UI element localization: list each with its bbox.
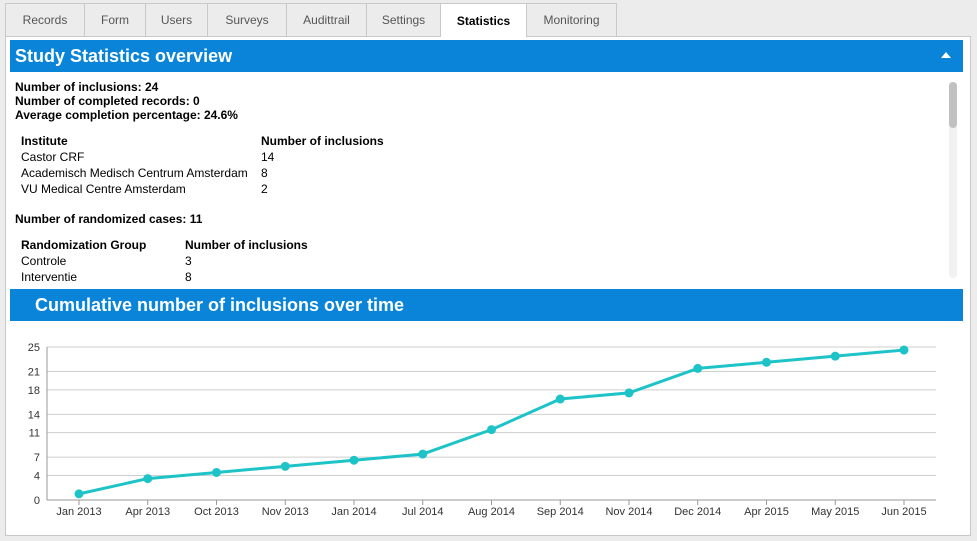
tab-records[interactable]: Records: [5, 3, 85, 36]
x-tick-label: Dec 2014: [674, 506, 721, 518]
average-completion: Average completion percentage: 24.6%: [15, 108, 238, 122]
overview-scrollbar[interactable]: [949, 82, 957, 278]
randomization-group-count: 3: [185, 254, 192, 268]
data-point: [555, 394, 565, 404]
inclusions-chart-area: 0 4 7 11 14 18 21 25 Jan 2013 Apr 2013 Oct 2013 Nov…: [10, 321, 963, 533]
scrollbar-thumb[interactable]: [949, 82, 957, 128]
tab-surveys[interactable]: Surveys: [207, 3, 287, 36]
y-tick-label: 7: [34, 452, 40, 464]
randomization-group-count: 8: [185, 270, 192, 284]
x-tick-label: Nov 2013: [262, 506, 309, 518]
cumulative-inclusions-title: Cumulative number of inclusions over tim…: [35, 294, 405, 315]
y-tick-label: 14: [28, 409, 40, 421]
tab-settings[interactable]: Settings: [366, 3, 441, 36]
x-tick-label: Apr 2013: [125, 506, 170, 518]
study-statistics-header: Study Statistics overview: [10, 40, 963, 72]
data-point: [349, 455, 359, 465]
tab-form[interactable]: Form: [84, 3, 146, 36]
x-tick-label: Apr 2015: [744, 506, 789, 518]
collapse-arrow-icon[interactable]: [941, 52, 951, 58]
data-point: [212, 467, 221, 477]
data-point: [624, 388, 634, 398]
institute-count: 14: [261, 150, 275, 164]
study-statistics-title: Study Statistics overview: [15, 45, 233, 66]
institute-name: Academisch Medisch Centrum Amsterdam: [21, 166, 248, 180]
data-point: [693, 363, 703, 373]
institute-column-header: Institute: [21, 134, 68, 148]
x-tick-label: May 2015: [811, 506, 859, 518]
data-point: [762, 357, 771, 367]
randomization-inclusions-header: Number of inclusions: [185, 238, 308, 252]
tab-bar: Records Form Users Surveys Audittrail Se…: [0, 0, 977, 37]
x-tick-label: Aug 2014: [468, 506, 515, 518]
tab-statistics[interactable]: Statistics: [440, 3, 527, 37]
randomization-group-name: Controle: [21, 254, 67, 268]
institute-count: 2: [261, 182, 268, 196]
x-tick-label: Jul 2014: [402, 506, 444, 518]
randomization-group-name: Interventie: [21, 270, 78, 284]
tab-audittrail[interactable]: Audittrail: [286, 3, 367, 36]
statistics-overview-panel: Number of inclusions: 24 Number of compl…: [10, 72, 963, 284]
tab-users[interactable]: Users: [145, 3, 208, 36]
x-tick-label: Jan 2014: [331, 506, 376, 518]
inclusions-line-chart: 0 4 7 11 14 18 21 25 Jan 2013 Apr 2013 Oct 2013 Nov…: [28, 342, 936, 518]
x-tick-label: Oct 2013: [194, 506, 239, 518]
y-tick-label: 21: [28, 366, 40, 378]
data-point: [280, 461, 290, 471]
institute-name: VU Medical Centre Amsterdam: [21, 182, 186, 196]
data-point: [487, 425, 496, 435]
data-point: [418, 449, 428, 459]
cumulative-inclusions-header: Cumulative number of inclusions over tim…: [10, 289, 963, 321]
inclusions-column-header: Number of inclusions: [261, 134, 384, 148]
inclusions-count: Number of inclusions: 24: [15, 80, 159, 94]
data-point: [899, 345, 909, 355]
x-tick-label: Sep 2014: [537, 506, 584, 518]
data-point: [143, 474, 153, 484]
data-point: [830, 351, 840, 361]
institute-name: Castor CRF: [21, 150, 85, 164]
institute-count: 8: [261, 166, 268, 180]
x-tick-label: Jan 2013: [56, 506, 101, 518]
randomization-group-header: Randomization Group: [21, 238, 147, 252]
randomized-cases-count: Number of randomized cases: 11: [15, 212, 203, 226]
y-tick-label: 18: [28, 385, 40, 397]
y-tick-label: 4: [34, 471, 40, 483]
y-tick-label: 0: [34, 495, 40, 507]
completed-records-count: Number of completed records: 0: [15, 94, 200, 108]
x-tick-label: Jun 2015: [881, 506, 926, 518]
data-point: [74, 489, 84, 499]
y-tick-label: 11: [29, 428, 40, 440]
y-tick-label: 25: [28, 342, 40, 354]
tab-monitoring[interactable]: Monitoring: [526, 3, 617, 36]
x-tick-label: Nov 2014: [605, 506, 652, 518]
